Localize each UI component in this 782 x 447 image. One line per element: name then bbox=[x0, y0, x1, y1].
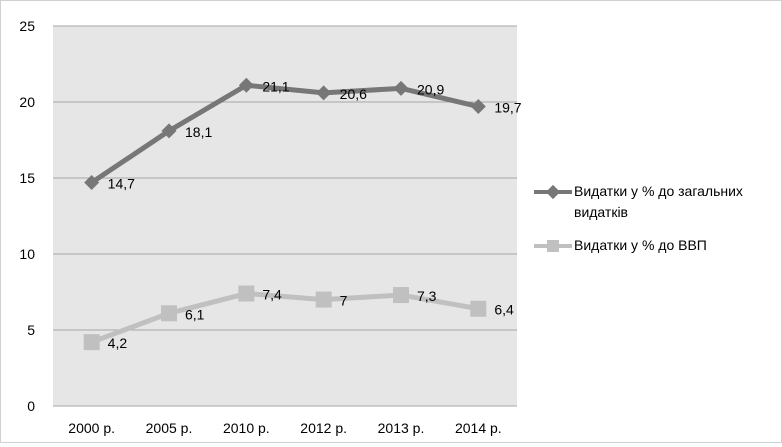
square-marker-icon bbox=[547, 240, 559, 252]
x-tick-label: 2013 р. bbox=[378, 420, 425, 436]
y-tick-label: 25 bbox=[19, 18, 35, 34]
series-line bbox=[90, 291, 479, 345]
y-tick-label: 10 bbox=[19, 246, 35, 262]
legend-label: Видатки у % до загальних bbox=[574, 183, 743, 199]
data-point-marker bbox=[161, 305, 177, 322]
data-label: 20,6 bbox=[340, 86, 367, 102]
data-label: 4,2 bbox=[108, 335, 128, 351]
legend-label: Видатки у % до ВВП bbox=[574, 237, 707, 253]
legend-item-total-expenditure: Видатки у % до загальних видатків bbox=[534, 181, 774, 223]
data-label: 14,7 bbox=[108, 176, 135, 192]
data-point-marker bbox=[315, 291, 332, 308]
y-axis: 0 5 10 15 20 25 bbox=[19, 18, 35, 414]
data-point-marker bbox=[470, 99, 486, 115]
data-point-marker bbox=[470, 300, 487, 317]
y-tick-label: 5 bbox=[27, 322, 35, 338]
x-axis: 2000 р. 2005 р. 2010 р. 2012 р. 2013 р. 2014 … bbox=[68, 420, 501, 436]
data-point-marker bbox=[84, 175, 100, 191]
y-tick-label: 15 bbox=[19, 170, 35, 186]
data-label: 18,1 bbox=[185, 124, 212, 140]
series-2: 4,2 6,1 7,4 7 7,3 6,4 bbox=[83, 285, 514, 351]
data-point-marker bbox=[238, 285, 255, 302]
series-layer: 14,7 18,1 21,1 20,6 20,9 19,7 4,2 6,1 7,4 7 7,3 6,4 bbox=[83, 77, 522, 351]
x-tick-label: 2010 р. bbox=[223, 420, 270, 436]
data-label: 19,7 bbox=[494, 100, 521, 116]
data-label: 7,3 bbox=[417, 288, 437, 304]
data-point-marker bbox=[393, 287, 409, 304]
data-point-marker bbox=[83, 334, 100, 351]
data-label: 7 bbox=[340, 293, 348, 309]
data-point-marker bbox=[316, 85, 332, 101]
data-label: 21,1 bbox=[262, 78, 289, 94]
series-1: 14,7 18,1 21,1 20,6 20,9 19,7 bbox=[84, 77, 522, 192]
x-tick-label: 2014 р. bbox=[455, 420, 502, 436]
legend-item-gdp: Видатки у % до ВВП bbox=[534, 235, 774, 256]
diamond-marker-icon bbox=[545, 184, 561, 200]
data-label: 7,4 bbox=[262, 287, 282, 303]
y-tick-label: 20 bbox=[19, 94, 35, 110]
data-label: 20,9 bbox=[417, 81, 444, 97]
legend: Видатки у % до загальних видатків Видатк… bbox=[534, 181, 774, 256]
x-tick-label: 2005 р. bbox=[146, 420, 193, 436]
series-line bbox=[90, 82, 479, 185]
data-label: 6,4 bbox=[494, 302, 514, 318]
legend-label-cont: видатків bbox=[574, 204, 628, 220]
y-tick-label: 0 bbox=[27, 398, 35, 414]
x-tick-label: 2000 р. bbox=[68, 420, 115, 436]
data-point-marker bbox=[393, 80, 409, 96]
x-tick-label: 2012 р. bbox=[300, 420, 347, 436]
data-point-marker bbox=[238, 77, 254, 93]
data-label: 6,1 bbox=[185, 306, 205, 322]
data-point-marker bbox=[161, 123, 177, 139]
